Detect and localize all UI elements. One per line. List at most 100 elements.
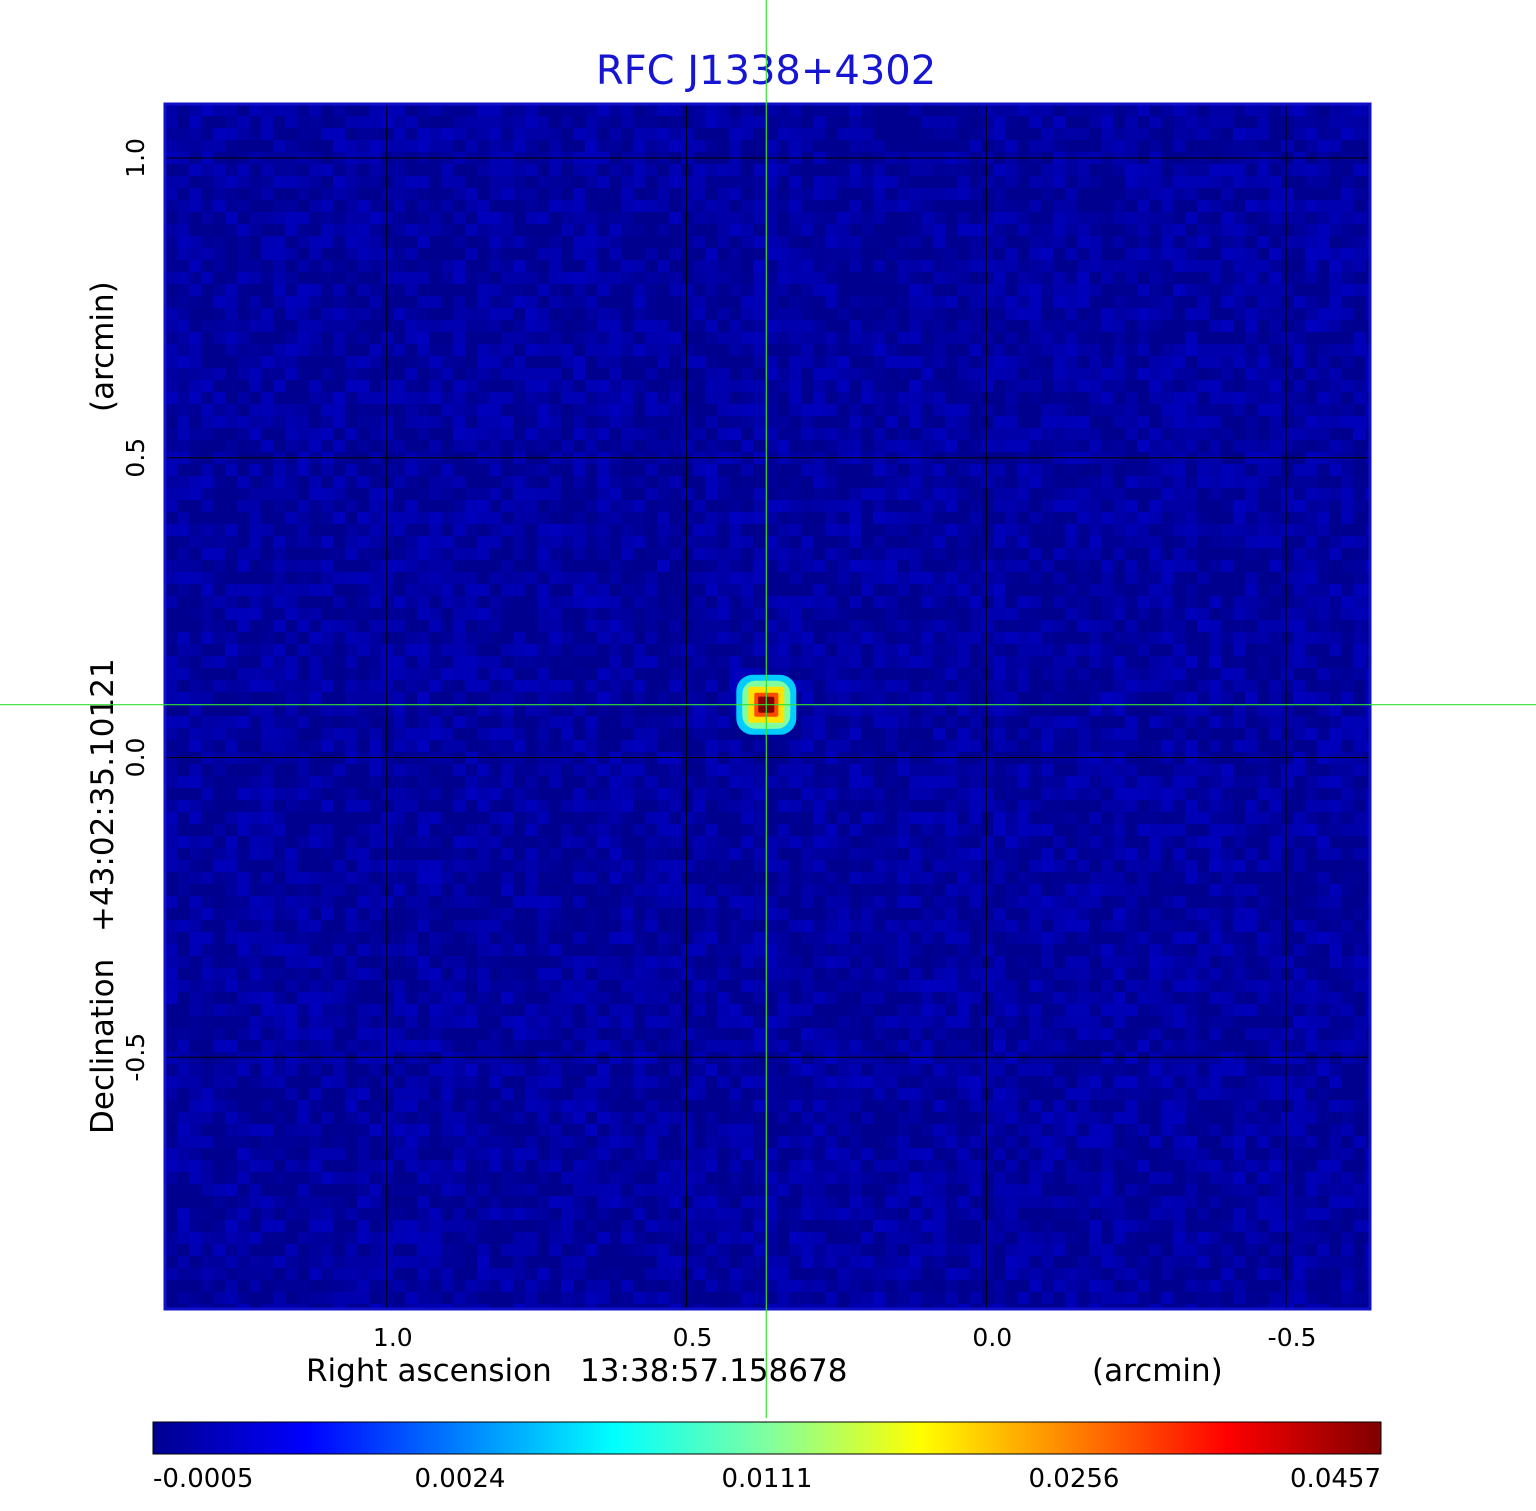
noise-pixel — [705, 308, 717, 320]
noise-pixel — [1149, 656, 1161, 668]
noise-pixel — [1113, 104, 1125, 116]
noise-pixel — [1029, 572, 1041, 584]
noise-pixel — [417, 524, 429, 536]
noise-pixel — [885, 392, 897, 404]
noise-pixel — [453, 680, 465, 692]
noise-pixel — [1161, 680, 1173, 692]
noise-pixel — [657, 464, 669, 476]
noise-pixel — [501, 608, 513, 620]
noise-pixel — [357, 332, 369, 344]
noise-pixel — [873, 140, 885, 152]
noise-pixel — [861, 416, 873, 428]
noise-pixel — [705, 284, 717, 296]
noise-pixel — [1317, 248, 1329, 260]
noise-pixel — [909, 344, 921, 356]
noise-pixel — [969, 380, 981, 392]
noise-pixel — [261, 632, 273, 644]
noise-pixel — [933, 392, 945, 404]
noise-pixel — [645, 128, 657, 140]
noise-pixel — [189, 116, 201, 128]
noise-pixel — [1077, 560, 1089, 572]
noise-pixel — [1077, 332, 1089, 344]
noise-pixel — [393, 668, 405, 680]
noise-pixel — [933, 296, 945, 308]
noise-pixel — [1245, 248, 1257, 260]
noise-pixel — [213, 260, 225, 272]
noise-pixel — [1113, 584, 1125, 596]
noise-pixel — [1041, 116, 1053, 128]
noise-pixel — [981, 464, 993, 476]
noise-pixel — [357, 104, 369, 116]
noise-pixel — [849, 200, 861, 212]
noise-pixel — [1149, 128, 1161, 140]
noise-pixel — [1341, 200, 1353, 212]
noise-pixel — [705, 320, 717, 332]
noise-pixel — [477, 140, 489, 152]
noise-pixel — [1209, 584, 1221, 596]
noise-pixel — [477, 596, 489, 608]
noise-pixel — [333, 188, 345, 200]
noise-pixel — [273, 392, 285, 404]
noise-pixel — [993, 512, 1005, 524]
noise-pixel — [1113, 560, 1125, 572]
noise-pixel — [597, 284, 609, 296]
noise-pixel — [345, 368, 357, 380]
noise-pixel — [1281, 320, 1293, 332]
noise-pixel — [177, 692, 189, 704]
noise-pixel — [825, 536, 837, 548]
noise-pixel — [1269, 632, 1281, 644]
noise-pixel — [621, 680, 633, 692]
noise-pixel — [165, 356, 177, 368]
noise-pixel — [261, 164, 273, 176]
noise-pixel — [369, 632, 381, 644]
noise-pixel — [1113, 524, 1125, 536]
noise-pixel — [513, 572, 525, 584]
noise-pixel — [597, 464, 609, 476]
noise-pixel — [1317, 212, 1329, 224]
noise-pixel — [1233, 176, 1245, 188]
noise-pixel — [189, 380, 201, 392]
noise-pixel — [1089, 284, 1101, 296]
noise-pixel — [1125, 392, 1137, 404]
noise-pixel — [1317, 344, 1329, 356]
noise-pixel — [525, 596, 537, 608]
noise-pixel — [957, 404, 969, 416]
noise-pixel — [165, 608, 177, 620]
noise-pixel — [1113, 464, 1125, 476]
noise-pixel — [609, 584, 621, 596]
noise-pixel — [285, 680, 297, 692]
noise-pixel — [921, 548, 933, 560]
noise-pixel — [201, 668, 213, 680]
noise-pixel — [909, 416, 921, 428]
noise-pixel — [309, 644, 321, 656]
noise-pixel — [249, 296, 261, 308]
noise-pixel — [513, 308, 525, 320]
noise-pixel — [801, 392, 813, 404]
noise-pixel — [441, 176, 453, 188]
noise-pixel — [225, 464, 237, 476]
noise-pixel — [753, 644, 765, 656]
noise-pixel — [957, 368, 969, 380]
noise-pixel — [1197, 668, 1209, 680]
noise-pixel — [225, 380, 237, 392]
noise-pixel — [537, 320, 549, 332]
noise-pixel — [1053, 680, 1065, 692]
noise-pixel — [537, 164, 549, 176]
noise-pixel — [309, 488, 321, 500]
noise-pixel — [1293, 200, 1305, 212]
noise-pixel — [633, 104, 645, 116]
noise-pixel — [897, 584, 909, 596]
noise-pixel — [177, 476, 189, 488]
noise-pixel — [945, 380, 957, 392]
noise-pixel — [693, 596, 705, 608]
noise-pixel — [1089, 440, 1101, 452]
noise-pixel — [789, 656, 801, 668]
noise-pixel — [1305, 524, 1317, 536]
noise-pixel — [633, 344, 645, 356]
noise-pixel — [909, 104, 921, 116]
noise-pixel — [1077, 524, 1089, 536]
noise-pixel — [921, 188, 933, 200]
noise-pixel — [1053, 404, 1065, 416]
noise-pixel — [189, 428, 201, 440]
noise-pixel — [969, 584, 981, 596]
